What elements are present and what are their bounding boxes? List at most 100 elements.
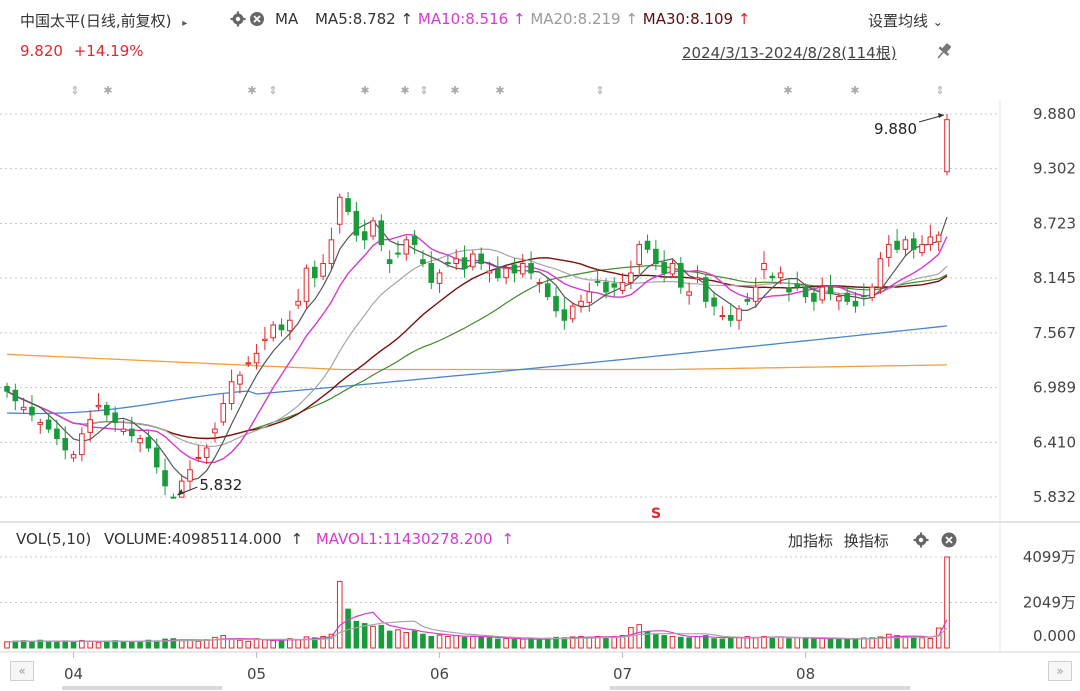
- volume-bar: [87, 640, 93, 649]
- candle-body: [885, 244, 892, 258]
- candle: [802, 283, 809, 304]
- candle-body: [128, 428, 135, 437]
- candle-body: [802, 286, 809, 298]
- volume-bar: [811, 638, 817, 649]
- high-price-label: 9.880: [874, 120, 917, 138]
- candle: [162, 458, 168, 496]
- volume-bar: [453, 635, 460, 649]
- event-marker-icon[interactable]: ⇕: [419, 84, 428, 97]
- event-marker-icon[interactable]: ✱: [495, 84, 504, 97]
- volume-bar: [262, 639, 268, 649]
- volume-bar: [245, 640, 252, 649]
- candle: [694, 265, 701, 283]
- candle-body: [528, 262, 534, 274]
- candle-body: [378, 220, 385, 246]
- scrollbar-track[interactable]: [610, 686, 910, 690]
- candle: [777, 266, 784, 285]
- volume-bar: [669, 635, 676, 649]
- candle: [727, 303, 734, 327]
- add-indicator-button[interactable]: 加指标: [788, 532, 834, 550]
- event-marker-icon[interactable]: ✱: [247, 84, 256, 97]
- close-circle-icon[interactable]: [941, 532, 957, 548]
- volume-bar: [819, 637, 826, 649]
- volume-bar: [403, 631, 410, 649]
- scrollbar-thumb[interactable]: [62, 686, 222, 690]
- candle-body: [702, 277, 709, 302]
- candle-body: [827, 286, 834, 295]
- candle-body: [852, 300, 859, 307]
- volume-header: VOL(5,10) VOLUME:40985114.000 ↑ MAVOL1:1…: [16, 530, 514, 548]
- candle: [569, 302, 576, 323]
- ma5-up-arrow: ↑: [400, 10, 414, 28]
- event-marker-icon[interactable]: ✱: [360, 84, 369, 97]
- volume-bar: [877, 636, 884, 649]
- event-marker-icon[interactable]: ⇕: [595, 84, 604, 97]
- volume-bar: [894, 635, 900, 649]
- candle-body: [486, 270, 493, 274]
- candle: [769, 272, 776, 282]
- volume-bar: [336, 580, 343, 649]
- event-marker-icon[interactable]: ✱: [400, 84, 409, 97]
- event-marker-icon[interactable]: ✱: [103, 84, 112, 97]
- event-marker-icon[interactable]: ⇕: [268, 84, 277, 97]
- candle: [54, 419, 60, 446]
- date-range[interactable]: 2024/3/13-2024/8/28(114根): [682, 44, 897, 62]
- candle: [519, 254, 526, 278]
- candle: [311, 260, 318, 288]
- candle: [736, 305, 742, 330]
- event-marker-icon[interactable]: ⇕: [935, 84, 944, 97]
- candle-body: [586, 291, 593, 303]
- candle-body: [311, 266, 318, 279]
- volume-bar: [220, 635, 227, 649]
- volume-bar: [885, 633, 892, 649]
- event-marker-icon[interactable]: ⇕: [70, 84, 79, 97]
- stock-title: 中国太平(日线,前复权): [20, 12, 172, 30]
- volume-bar: [569, 636, 576, 649]
- switch-indicator-button[interactable]: 换指标: [843, 532, 889, 550]
- candle: [303, 264, 310, 308]
- candle: [104, 401, 110, 422]
- candle: [603, 278, 609, 299]
- pin-icon[interactable]: [934, 41, 954, 61]
- signal-marker[interactable]: S: [651, 506, 661, 522]
- ma-settings-button[interactable]: 设置均线 ⌄: [868, 10, 943, 31]
- ma-label: MA: [275, 10, 299, 28]
- candle-body: [4, 385, 10, 392]
- volume-bar: [436, 634, 443, 649]
- close-circle-icon[interactable]: [250, 12, 264, 26]
- volume-bar: [944, 556, 950, 649]
- volume-bar: [910, 636, 917, 649]
- volume-bar: [561, 637, 568, 649]
- volume-bar: [428, 635, 435, 649]
- candle: [361, 219, 368, 250]
- candle-body: [736, 308, 742, 321]
- ma5-line: [6, 216, 948, 481]
- candle: [536, 278, 543, 293]
- expand-arrow-icon[interactable]: ▸: [182, 18, 188, 29]
- scroll-left-button[interactable]: «: [10, 661, 34, 681]
- candle-body: [777, 272, 784, 279]
- gear-icon[interactable]: [230, 11, 246, 27]
- gear-icon[interactable]: [913, 532, 929, 548]
- event-marker-icon[interactable]: ✱: [450, 84, 459, 97]
- scroll-right-button[interactable]: »: [1048, 661, 1072, 681]
- event-marker-icon[interactable]: ✱: [783, 84, 792, 97]
- volume-bar: [919, 637, 925, 649]
- candle: [253, 343, 260, 370]
- candle: [428, 251, 435, 290]
- candle: [320, 254, 326, 281]
- candle: [79, 427, 85, 462]
- candle: [145, 430, 152, 452]
- candle: [287, 310, 293, 341]
- volume-bar: [861, 637, 867, 649]
- candle: [686, 282, 692, 305]
- candle: [877, 252, 884, 294]
- candle: [386, 250, 393, 273]
- volume-bar: [761, 635, 767, 649]
- candle-body: [328, 239, 335, 264]
- volume-bar: [628, 627, 634, 649]
- event-marker-icon[interactable]: ✱: [850, 84, 859, 97]
- candle: [578, 294, 584, 313]
- volume-bar: [378, 624, 385, 649]
- candle-body: [503, 267, 509, 279]
